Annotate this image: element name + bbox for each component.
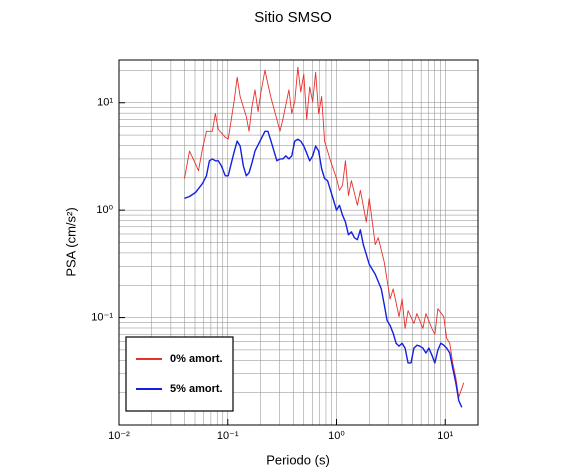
x-tick-label: 10¹ (437, 430, 453, 442)
x-axis-label: Periodo (s) (266, 452, 330, 467)
x-tick-label: 10⁻² (108, 430, 130, 442)
plot-area (118, 60, 478, 425)
y-axis-label: PSA (cm/s²) (63, 207, 78, 276)
legend-box (125, 336, 234, 412)
series-line (184, 66, 465, 398)
legend: 0% amort. 5% amort. (125, 336, 234, 412)
x-tick-label: 10⁰ (328, 430, 345, 442)
series-line (184, 130, 463, 408)
chart-title: Sitio SMSO (254, 9, 332, 26)
y-tick-label: 10¹ (97, 97, 113, 109)
legend-label: 0% amort. (170, 353, 223, 365)
x-tick-label: 10⁻¹ (217, 430, 239, 442)
y-tick-label: 10⁻¹ (91, 311, 113, 323)
y-tick-label: 10⁰ (96, 204, 113, 216)
axes-frame (118, 59, 479, 426)
legend-label: 5% amort. (170, 383, 223, 395)
